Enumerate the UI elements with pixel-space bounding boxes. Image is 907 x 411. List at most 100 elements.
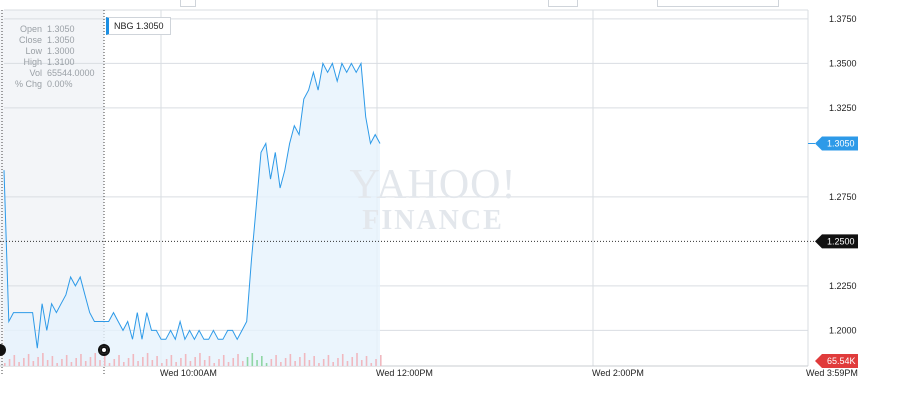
volume-bar [27, 354, 30, 366]
volume-bar [246, 357, 249, 366]
volume-bar [275, 355, 277, 366]
ohlc-label: Low [25, 46, 42, 56]
volume-badge-shape [815, 354, 858, 368]
volume-bar [18, 362, 20, 366]
volume-bar [84, 361, 87, 366]
volume-bar [65, 355, 68, 366]
ohlc-panel: Open 1.3050 Close 1.3050 Low 1.3000 High 1.3… [8, 24, 95, 90]
volume-bar [318, 363, 320, 366]
ohlc-row: Close 1.3050 [8, 35, 95, 46]
volume-bar [56, 363, 58, 366]
volume-bar [308, 360, 311, 366]
volume-bar [42, 353, 44, 366]
volume-badge: 65.54K [815, 354, 858, 368]
volume-bar [118, 355, 120, 366]
zoom-handle-left-icon[interactable] [0, 344, 6, 356]
volume-bar [161, 363, 163, 366]
volume-bar [80, 354, 82, 366]
ohlc-label: Vol [29, 68, 42, 78]
y-tick-label: 1.2250 [829, 281, 857, 291]
volume-bar [132, 354, 135, 366]
volume-bar [265, 363, 268, 366]
volume-bar [222, 355, 225, 366]
volume-bar [175, 362, 177, 366]
volume-bar [180, 358, 182, 366]
x-tick-label: Wed 3:59PM [806, 368, 858, 378]
price-area [4, 63, 380, 367]
volume-bar [94, 353, 97, 366]
volume-bar [142, 357, 144, 366]
volume-bar [375, 359, 377, 366]
zoom-handle-right-icon[interactable] [98, 344, 110, 356]
volume-bar [370, 363, 373, 366]
volume-bar [146, 353, 149, 366]
current-price-badge: 1.3050 [815, 136, 858, 151]
ohlc-row: Low 1.3000 [8, 46, 95, 57]
volume-bar [261, 356, 263, 366]
volume-bar [89, 357, 92, 366]
volume-bar [23, 358, 25, 366]
previous-close-badge-shape [815, 234, 858, 249]
volume-bar [341, 354, 344, 366]
volume-bar [203, 360, 206, 366]
volume-bar [227, 362, 230, 366]
x-tick-label: Wed 12:00PM [376, 368, 433, 378]
ohlc-value: 65544.0000 [47, 68, 95, 78]
ohlc-label: High [23, 57, 42, 67]
volume-bar [232, 358, 235, 366]
ohlc-value: 1.3100 [47, 57, 75, 67]
top-tab[interactable] [180, 0, 196, 7]
volume-bar [303, 353, 306, 366]
volume-bar [8, 359, 11, 366]
tooltip-price: 1.3050 [136, 21, 164, 31]
top-menu-button[interactable] [657, 0, 779, 7]
volume-bar [299, 357, 301, 366]
ohlc-row: % Chg 0.00% [8, 79, 95, 90]
volume-bar [122, 362, 125, 366]
volume-bar [13, 355, 16, 366]
y-tick-label: 1.3750 [829, 14, 857, 24]
crosshair-tooltip: NBG 1.3050 [106, 17, 171, 35]
volume-bar [184, 354, 187, 366]
volume-bar [170, 355, 173, 366]
ohlc-label: Open [19, 24, 42, 34]
volume-bar [313, 356, 315, 366]
ohlc-label: % Chg [14, 79, 42, 89]
volume-bar [113, 359, 116, 366]
volume-bar [46, 360, 49, 366]
volume-bar [351, 357, 354, 366]
previous-close-badge-text: 1.2500 [827, 236, 855, 246]
volume-bar [151, 360, 154, 366]
volume-badge-text: 65.54K [827, 356, 856, 366]
volume-bar [251, 353, 254, 366]
volume-bar [99, 360, 101, 366]
price-line [3, 61, 381, 349]
y-tick-label: 1.3500 [829, 58, 857, 68]
volume-bar [360, 360, 363, 366]
volume-bar [280, 362, 282, 366]
ohlc-row: High 1.3100 [8, 57, 95, 68]
current-price-badge-shape [815, 136, 858, 151]
volume-bar [218, 359, 220, 366]
volume-bar [289, 354, 292, 366]
ohlc-row: Vol 65544.0000 [8, 68, 95, 79]
volume-bar [4, 363, 6, 366]
volume-bar [70, 362, 73, 366]
volume-bar [327, 355, 330, 366]
volume-bar [356, 353, 358, 366]
volume-bar [294, 361, 296, 366]
volume-bar [127, 358, 130, 366]
volume-bar [337, 358, 339, 366]
ohlc-row: Open 1.3050 [8, 24, 95, 35]
current-price-badge-text: 1.3050 [827, 139, 855, 149]
ohlc-value: 0.00% [47, 79, 73, 89]
volume-bar [208, 356, 211, 366]
volume-bar [108, 363, 111, 366]
volume-bar [103, 356, 106, 366]
volume-bar [284, 358, 287, 366]
top-tab[interactable] [548, 0, 578, 7]
volume-bar [32, 361, 35, 366]
x-tick-label: Wed 10:00AM [160, 368, 217, 378]
